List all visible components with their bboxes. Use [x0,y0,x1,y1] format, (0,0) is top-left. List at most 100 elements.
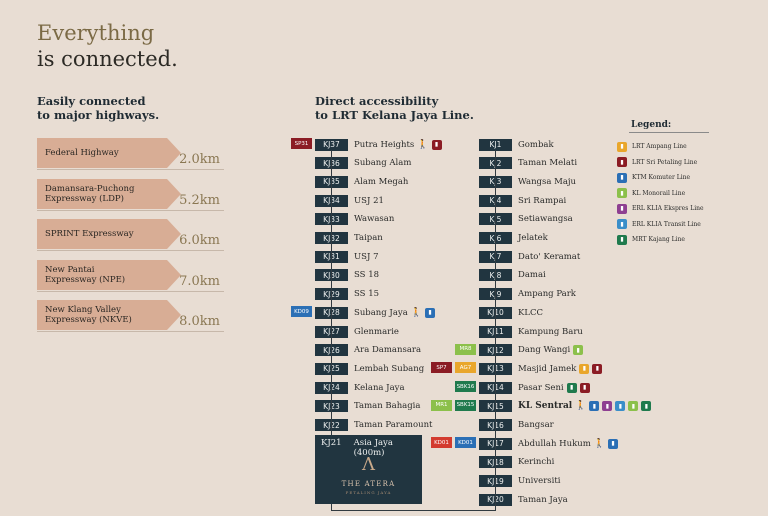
highway-divider [37,169,224,170]
interchange-tag: SP31 [291,138,312,149]
station-kj20[interactable]: KJ20Taman Jaya [479,493,568,506]
station-kj32[interactable]: KJ32Taipan [315,232,383,245]
station-name-text: Masjid Jamek [518,363,577,374]
station-name: Lembah Subang [354,364,424,374]
station-kj27[interactable]: KJ27Glenmarie [315,325,399,338]
highway-name-line-2: Expressway (LDP) [45,193,124,204]
station-name: Alam Megah [354,177,408,187]
highway-name-line-2: Expressway (NKVE) [45,315,132,325]
station-name: Subang Jaya 🚶 ▮ [354,307,435,318]
station-kj10[interactable]: KJ10KLCC [479,306,543,319]
legend-label: KL Monorail Line [632,189,686,197]
station-kj33[interactable]: KJ33Wawasan [315,213,394,226]
station-name: SS 15 [354,289,379,299]
station-kj15[interactable]: KJ15KL Sentral🚶▮▮▮▮▮ [479,400,652,413]
station-name: Glenmarie [354,327,399,337]
walking-icon: 🚶 [575,401,587,412]
station-name: Sri Rampai [518,196,566,206]
station-kj36[interactable]: KJ36Subang Alam [315,157,411,170]
lrt-sri-petaling-icon: ▮ [579,382,590,393]
station-name-text: Sri Rampai [518,195,567,206]
page-headline: Everything is connected. [37,20,178,72]
station-kj18[interactable]: KJ18Kerinchi [479,456,554,469]
station-name: Masjid Jamek ▮ ▮ [518,363,603,374]
station-kj1[interactable]: KJ1 Gombak [479,138,554,151]
highway-name: Damansara-Puchong Expressway (LDP) [37,178,181,209]
station-name: Putra Heights 🚶 ▮ [354,139,442,150]
station-kj24[interactable]: KJ24Kelana Jaya [315,381,405,394]
interchange-tag: MR1 [431,399,452,411]
legend-item: ▮ LRT Sri Petaling Line [617,155,709,171]
station-name: Abdullah Hukum 🚶 ▮ [518,438,618,449]
station-name-text: Kerinchi [518,457,555,468]
station-kj28[interactable]: KJ28Subang Jaya🚶▮ [315,306,435,319]
interchange-tag: SBK16 [455,381,476,393]
station-name-text: Kelana Jaya [354,382,405,393]
station-kj17[interactable]: KJ17Abdullah Hukum🚶▮ [479,437,618,450]
station-kj9[interactable]: KJ9Ampang Park [479,288,576,301]
station-name-text: Subang Alam [354,158,412,169]
station-name-text: Dang Wangi [518,345,571,356]
station-kj29[interactable]: KJ29SS 15 [315,288,379,301]
highway-divider [37,331,224,332]
station-name-text: SS 15 [354,289,380,300]
highway-name-line-1: SPRINT Expressway [45,229,134,239]
station-name-text: Ampang Park [518,289,576,300]
atera-station-card[interactable]: KJ21 Asia Jaya (400m) Λ THE ATERA PETALI… [315,435,422,504]
legend-item: ▮ MRT Kajang Line [617,232,709,248]
highway-divider [37,209,224,211]
station-name: Damai [518,270,546,280]
station-name-text: Abdullah Hukum [518,438,591,449]
line-color-icon: ▮ [617,203,627,214]
station-name: Jelatek [518,233,548,243]
station-kj16[interactable]: KJ16Bangsar [479,419,554,432]
station-kj31[interactable]: KJ31USJ 7 [315,250,379,263]
station-name-text: Alam Megah [354,176,409,187]
station-kj30[interactable]: KJ30SS 18 [315,269,379,282]
station-kj4[interactable]: KJ4Sri Rampai [479,194,566,207]
station-name: Dato' Keramat [518,252,580,262]
highway-distance: 8.0km [179,314,220,329]
station-name: Universiti [518,476,560,486]
station-kj34[interactable]: KJ34USJ 21 [315,194,384,207]
station-name-text: Taman Bahagia [354,401,421,412]
highway-distance: 7.0km [179,273,220,289]
station-name: Wawasan [354,214,394,224]
interchange-tag: KD01 [455,437,476,449]
interchange-tag: KD09 [291,306,312,318]
highway-name: New Pantai Expressway (NPE) [37,259,181,290]
station-name: Ara Damansara [354,345,421,355]
interchange-tag: MR8 [455,343,476,355]
station-kj3[interactable]: KJ3Wangsa Maju [479,175,576,188]
station-name: Taman Melati [518,158,577,168]
line-color-icon: ▮ [617,188,627,199]
line-color-icon: ▮ [617,172,627,183]
station-kj8[interactable]: KJ8Damai [479,269,546,282]
line-color-icon: ▮ [617,157,627,168]
station-name: Subang Alam [354,158,411,168]
atera-subtitle: PETALING JAYA [345,490,392,495]
station-code: KJ37 [315,138,348,151]
station-kj2[interactable]: KJ2Taman Melati [479,157,577,170]
station-name-text: KLCC [518,307,544,318]
legend-label: MRT Kajang Line [632,236,685,244]
legend-item: ▮ LRT Ampang Line [617,139,709,155]
highway-divider [37,290,224,292]
station-name: Ampang Park [518,289,576,299]
ktm-icon: ▮ [589,401,600,412]
legend-title: Legend: [631,120,672,130]
station-name-text: Taipan [354,233,383,243]
station-name-text: Putra Heights [354,139,415,150]
highway-name: Federal Highway [37,138,181,168]
station-kj22[interactable]: KJ22Taman Paramount [315,419,432,432]
station-kj13[interactable]: KJ13Masjid Jamek▮▮ [479,362,603,375]
highway-distance: 2.0km [179,152,220,167]
station-kj5[interactable]: KJ5Setiawangsa [479,213,573,226]
mrt-kajang-icon: ▮ [641,401,652,412]
station-kj35[interactable]: KJ35Alam Megah [315,175,408,188]
station-name: KL Sentral 🚶 ▮ ▮ ▮ ▮ ▮ [518,401,652,412]
station-name-text: USJ 7 [354,251,379,262]
station-kj6[interactable]: KJ6Jelatek [479,232,548,245]
station-kj19[interactable]: KJ19Universiti [479,475,560,488]
station-kj37[interactable]: KJ37 Putra Heights 🚶 ▮ [315,138,442,151]
